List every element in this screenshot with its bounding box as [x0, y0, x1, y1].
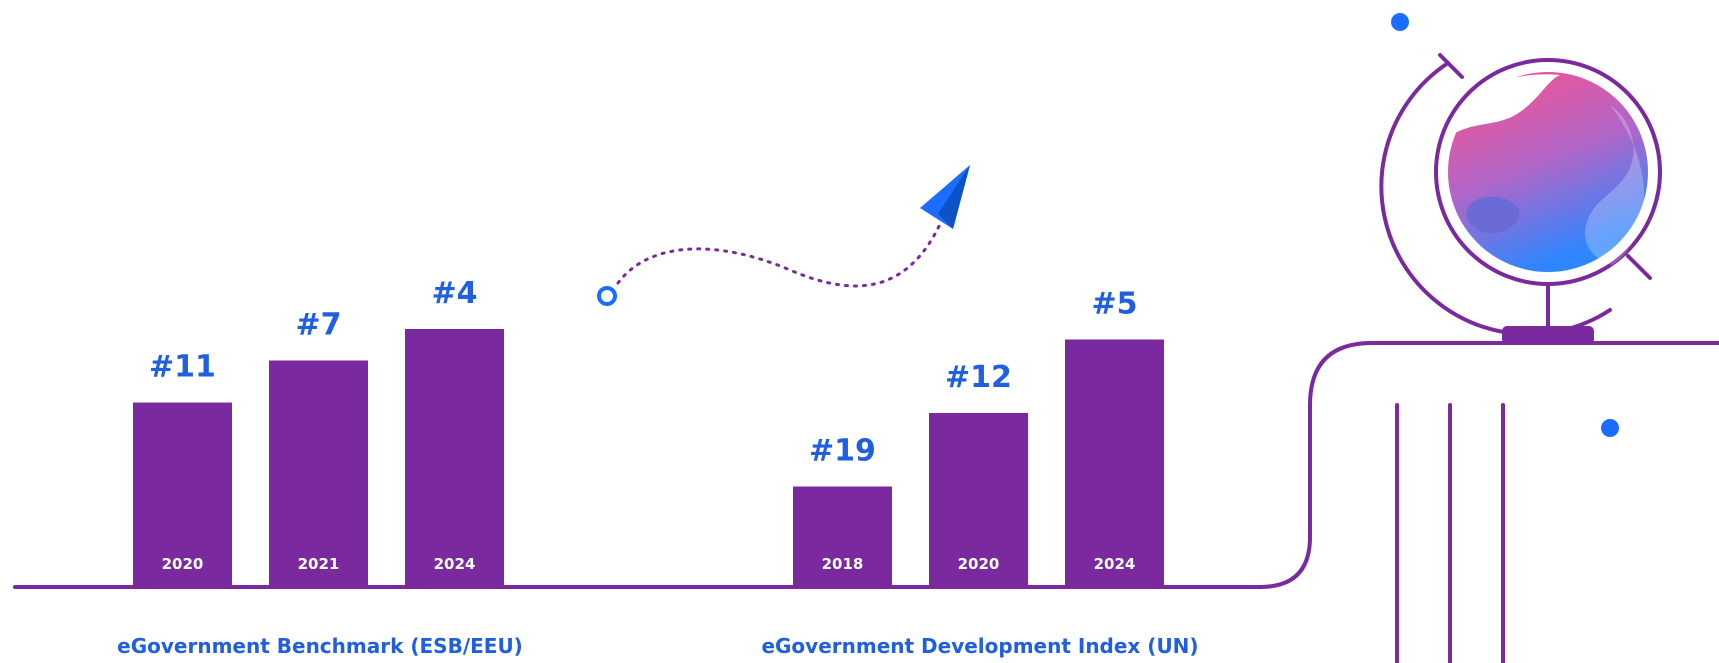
bar-year-label: 2020 [162, 555, 204, 573]
decor-dot [1601, 419, 1619, 437]
bar-rank-label: #11 [149, 350, 216, 385]
bar-rank-label: #12 [945, 360, 1012, 395]
baseline [13, 341, 1719, 589]
paper-plane-icon [920, 165, 970, 229]
bar-rank-label: #5 [1091, 287, 1137, 322]
table-legs [1395, 403, 1505, 663]
egov-benchmark-chart: 2020 #11 2021 #7 2024 #4 [133, 276, 504, 587]
flight-start-ring [597, 286, 617, 306]
bar-year-label: 2024 [434, 555, 476, 573]
bar-rank-label: #7 [295, 308, 341, 343]
chart-caption-development-index: eGovernment Development Index (UN) [761, 634, 1198, 658]
bar-2024 [1065, 339, 1164, 587]
decor-dot [1391, 13, 1409, 31]
bar-2020 [929, 413, 1028, 587]
bar-2018 [793, 486, 892, 587]
bar-year-label: 2018 [822, 555, 864, 573]
bar-rank-label: #19 [809, 434, 876, 469]
bar-2021 [269, 360, 368, 587]
bar-year-label: 2021 [298, 555, 340, 573]
globe-icon [1379, 53, 1662, 344]
bar-2024 [405, 329, 504, 587]
flight-path [616, 218, 944, 288]
bar-year-label: 2024 [1094, 555, 1136, 573]
bar-rank-label: #4 [431, 276, 477, 311]
chart-caption-benchmark: eGovernment Benchmark (ESB/EEU) [117, 634, 523, 658]
bar-2020 [133, 402, 232, 587]
egov-development-index-chart: 2018 #19 2020 #12 2024 #5 [793, 287, 1164, 587]
bar-year-label: 2020 [958, 555, 1000, 573]
